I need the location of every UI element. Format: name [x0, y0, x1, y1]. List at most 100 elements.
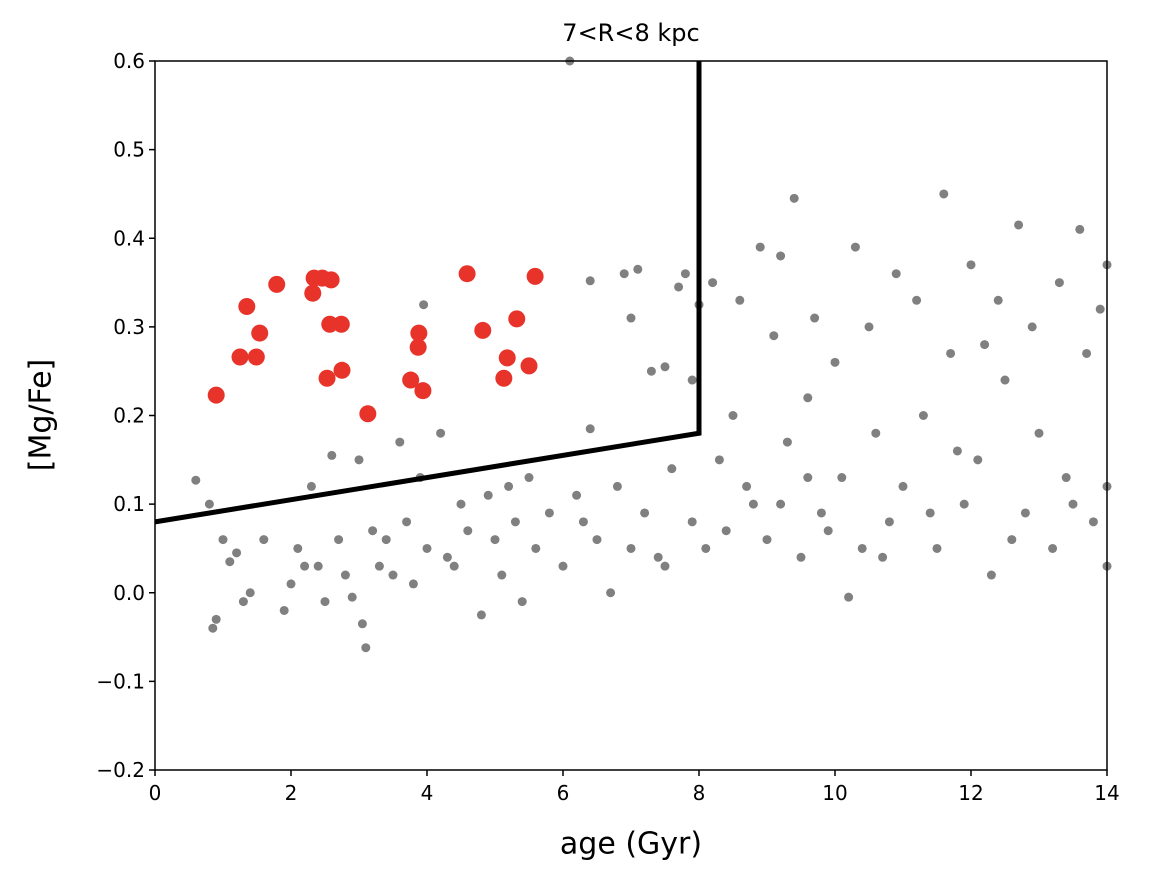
point: [803, 393, 813, 403]
point: [442, 552, 452, 562]
point: [422, 543, 432, 553]
point: [687, 375, 697, 385]
point: [544, 508, 554, 518]
plot-frame: [154, 60, 1108, 771]
point: [918, 411, 928, 420]
point: [436, 428, 446, 438]
point: [755, 242, 765, 252]
point: [409, 338, 427, 356]
x-tick-label: 14: [1094, 781, 1119, 805]
point: [410, 324, 428, 342]
point: [796, 552, 806, 562]
point: [474, 321, 492, 339]
point: [1034, 428, 1044, 438]
point: [402, 517, 412, 527]
y-tick-label: 0.3: [113, 315, 145, 339]
point: [231, 348, 249, 366]
point: [748, 499, 758, 509]
point: [332, 315, 350, 333]
point: [986, 570, 996, 580]
point: [495, 369, 513, 387]
point: [245, 588, 255, 598]
point: [449, 561, 459, 571]
point: [402, 371, 420, 389]
x-tick-label: 8: [693, 781, 706, 805]
point: [728, 411, 738, 420]
point: [238, 297, 256, 315]
point: [789, 193, 799, 203]
point: [327, 450, 337, 460]
point: [524, 473, 534, 483]
point: [1020, 508, 1030, 518]
point: [714, 455, 724, 465]
point: [279, 605, 289, 615]
point: [782, 437, 792, 447]
point: [259, 535, 269, 545]
point: [483, 490, 493, 500]
point: [318, 369, 336, 387]
point: [830, 357, 840, 367]
point: [640, 508, 650, 518]
point: [1007, 535, 1017, 545]
x-axis-label: age (Gyr): [560, 827, 702, 862]
point: [708, 278, 718, 288]
point: [1061, 473, 1071, 483]
point: [476, 610, 486, 620]
point: [1095, 304, 1105, 314]
point: [578, 517, 588, 527]
point: [463, 526, 473, 536]
y-tick-label: −0.1: [96, 669, 145, 693]
point: [912, 295, 922, 305]
point: [626, 543, 636, 553]
point: [456, 499, 466, 509]
point: [347, 592, 357, 602]
point: [1027, 322, 1037, 332]
point: [232, 548, 242, 558]
point: [857, 543, 867, 553]
point: [612, 481, 622, 491]
point: [585, 276, 595, 286]
point: [762, 535, 772, 545]
point: [497, 570, 507, 580]
point: [419, 300, 429, 310]
y-tick-label: 0.5: [113, 138, 145, 162]
point: [735, 295, 745, 305]
point: [458, 265, 476, 283]
point: [1075, 224, 1085, 234]
point: [680, 269, 690, 279]
point: [238, 597, 248, 607]
point: [925, 508, 935, 518]
point: [878, 552, 888, 562]
point: [517, 597, 527, 607]
chart-title: 7<R<8 kpc: [562, 19, 699, 47]
point: [864, 322, 874, 332]
point: [191, 475, 201, 485]
point: [504, 481, 514, 491]
point: [871, 428, 881, 438]
point: [619, 269, 629, 279]
point: [361, 643, 371, 653]
point: [293, 543, 303, 553]
point: [558, 561, 568, 571]
point: [204, 499, 214, 509]
point: [959, 499, 969, 509]
point: [803, 473, 813, 483]
point: [368, 526, 378, 536]
point: [247, 348, 265, 366]
point: [408, 579, 418, 589]
point: [742, 481, 752, 491]
point: [208, 623, 218, 633]
point: [1054, 278, 1064, 288]
point: [898, 481, 908, 491]
point: [1068, 499, 1078, 509]
point: [572, 490, 582, 500]
point: [304, 284, 322, 302]
x-tick-label: 10: [822, 781, 847, 805]
point: [837, 473, 847, 483]
point: [939, 189, 949, 199]
point: [844, 592, 854, 602]
point: [884, 517, 894, 527]
point: [966, 260, 976, 270]
y-tick-label: 0.0: [113, 581, 145, 605]
